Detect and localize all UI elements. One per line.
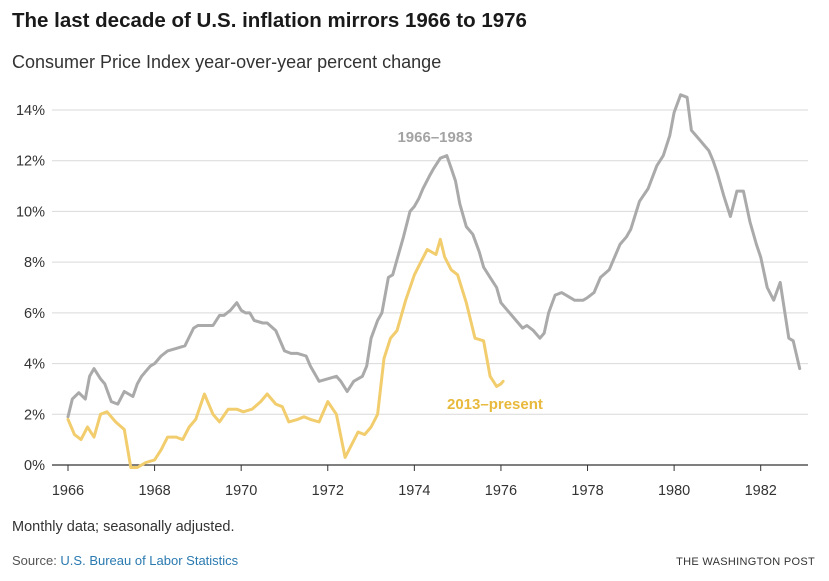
y-tick-label: 14% [16, 103, 45, 119]
publisher-logo: THE WASHINGTON POST [676, 556, 815, 568]
x-tick-label: 1970 [225, 483, 257, 499]
source-link[interactable]: U.S. Bureau of Labor Statistics [60, 553, 239, 568]
y-tick-label: 12% [16, 154, 45, 170]
series-lines [66, 93, 802, 469]
x-tick-label: 1974 [398, 483, 430, 499]
source-prefix: Source: [12, 553, 61, 568]
series-line-2013-present [66, 237, 505, 469]
series-label-1966-1983: 1966–1983 [397, 129, 472, 146]
gridlines [52, 109, 808, 415]
x-tick-label: 1980 [658, 483, 690, 499]
x-tick-label: 1968 [138, 483, 170, 499]
source-line: Source: U.S. Bureau of Labor Statistics [12, 553, 238, 568]
x-tick-label: 1982 [745, 483, 777, 499]
x-tick-label: 1976 [485, 483, 517, 499]
y-tick-label: 2% [24, 407, 45, 423]
y-axis-ticks: 0% 2% 4% 6% 8% 10% 12% 14% [16, 103, 45, 474]
y-tick-label: 8% [24, 255, 45, 271]
series-label-2013-present: 2013–present [447, 396, 543, 413]
data-note: Monthly data; seasonally adjusted. [12, 519, 235, 535]
x-axis: 1966 1968 1970 1972 1974 1976 1978 1980 1982 [52, 464, 808, 499]
y-tick-label: 6% [24, 306, 45, 322]
x-tick-label: 1978 [571, 483, 603, 499]
chart-subtitle: Consumer Price Index year-over-year perc… [12, 52, 442, 72]
series-line-1966-1983 [66, 93, 802, 419]
series-labels: 1966–1983 2013–present [397, 129, 542, 413]
y-tick-label: 0% [24, 458, 45, 474]
y-tick-label: 10% [16, 204, 45, 220]
x-tick-label: 1966 [52, 483, 84, 499]
y-tick-label: 4% [24, 357, 45, 373]
x-tick-label: 1972 [312, 483, 344, 499]
chart-title: The last decade of U.S. inflation mirror… [12, 9, 527, 32]
